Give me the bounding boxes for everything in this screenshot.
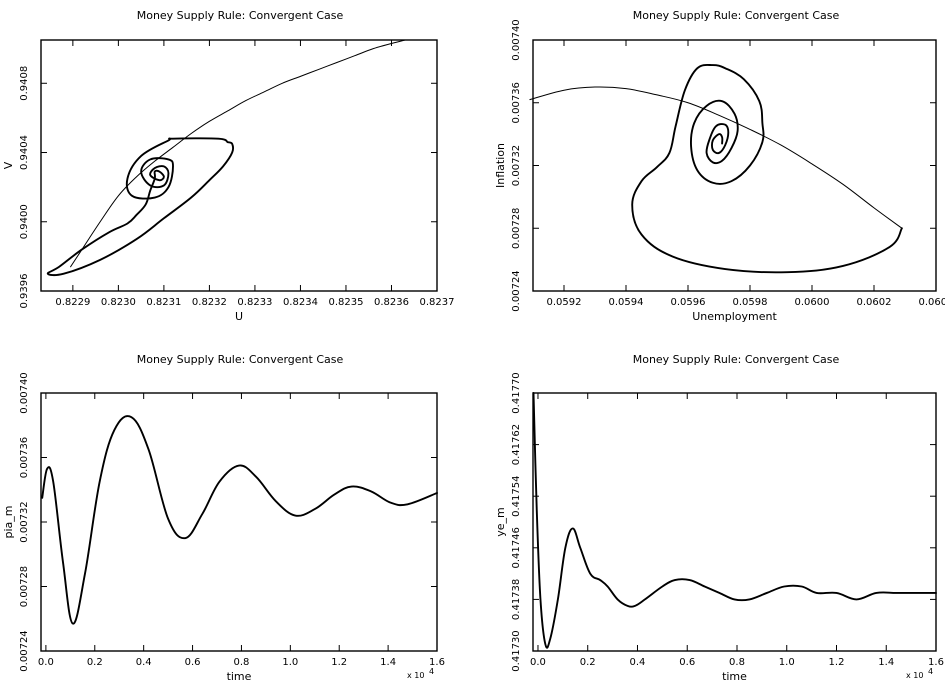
x-tick-label: 0.0594 xyxy=(609,297,644,308)
x-tick-label: 1.0 xyxy=(282,657,298,668)
x-tick-label: 1.6 xyxy=(928,657,944,668)
y-axis-label: V xyxy=(2,161,15,169)
series-line-1 xyxy=(529,86,903,229)
x-tick-label: 0.0598 xyxy=(733,297,768,308)
series-line-1 xyxy=(70,39,406,268)
chart-title: Money Supply Rule: Convergent Case xyxy=(137,9,344,22)
x-multiplier-exponent: 4 xyxy=(928,667,933,676)
chart-title: Money Supply Rule: Convergent Case xyxy=(137,353,344,366)
x-tick-label: 0.6 xyxy=(679,657,695,668)
y-tick-label: 0.00740 xyxy=(511,19,522,60)
x-tick-label: 0.2 xyxy=(87,657,103,668)
chart-title: Money Supply Rule: Convergent Case xyxy=(633,9,840,22)
x-tick-label: 0.2 xyxy=(580,657,596,668)
x-tick-label: 1.4 xyxy=(878,657,894,668)
y-tick-label: 0.41770 xyxy=(511,372,522,413)
y-tick-label: 0.41762 xyxy=(511,424,522,465)
x-tick-label: 0.8235 xyxy=(328,297,363,308)
x-axis-label: time xyxy=(227,670,252,683)
x-tick-label: 0.4 xyxy=(136,657,152,668)
x-axis-label: U xyxy=(235,310,243,323)
y-tick-label: 0.00724 xyxy=(19,630,30,671)
x-multiplier: x 10 xyxy=(407,671,424,680)
y-axis-label: pia_m xyxy=(2,506,15,539)
chart-title: Money Supply Rule: Convergent Case xyxy=(633,353,840,366)
x-tick-label: 0.0604 xyxy=(919,297,945,308)
y-tick-label: 0.00728 xyxy=(511,208,522,249)
series-line-2 xyxy=(46,137,235,277)
x-tick-label: 0.6 xyxy=(185,657,201,668)
x-tick-label: 0.0 xyxy=(530,657,546,668)
y-tick-label: 0.41746 xyxy=(511,527,522,568)
plot-frame xyxy=(40,39,438,292)
x-axis-label: time xyxy=(722,670,747,683)
x-tick-label: 1.0 xyxy=(779,657,795,668)
x-tick-label: 1.2 xyxy=(331,657,347,668)
x-tick-label: 0.0592 xyxy=(547,297,582,308)
x-tick-label: 0.8237 xyxy=(420,297,455,308)
plot-frame xyxy=(40,392,438,652)
y-axis-label: Inflation xyxy=(494,143,507,188)
x-tick-label: 0.8234 xyxy=(283,297,318,308)
y-axis-label: ye_m xyxy=(494,507,507,537)
y-tick-label: 0.9408 xyxy=(19,66,30,101)
y-tick-label: 0.9396 xyxy=(19,274,30,309)
x-tick-label: 0.8236 xyxy=(374,297,409,308)
x-tick-label: 0.0596 xyxy=(671,297,706,308)
series-line-1 xyxy=(532,392,937,649)
x-tick-label: 0.8 xyxy=(233,657,249,668)
x-tick-label: 0.4 xyxy=(630,657,646,668)
y-tick-label: 0.9404 xyxy=(19,135,30,170)
x-axis-label: Unemployment xyxy=(692,310,777,323)
x-tick-label: 1.6 xyxy=(429,657,445,668)
x-tick-label: 0.8232 xyxy=(192,297,227,308)
y-tick-label: 0.00736 xyxy=(19,437,30,478)
y-tick-label: 0.00736 xyxy=(511,82,522,123)
x-multiplier: x 10 xyxy=(906,671,923,680)
y-tick-label: 0.41730 xyxy=(511,630,522,671)
x-tick-label: 0.8 xyxy=(729,657,745,668)
chart-panel-1: Money Supply Rule: Convergent Case 0.8229… xyxy=(2,9,455,323)
y-tick-label: 0.00724 xyxy=(511,270,522,311)
y-tick-label: 0.41754 xyxy=(511,476,522,517)
series-line-1 xyxy=(41,415,438,625)
x-tick-label: 1.2 xyxy=(829,657,845,668)
chart-panel-2: Money Supply Rule: Convergent Case 0.0592… xyxy=(494,9,945,323)
x-tick-label: 0.8230 xyxy=(101,297,136,308)
chart-panel-4: Money Supply Rule: Convergent Case 0.0 0.2… xyxy=(494,353,944,683)
x-tick-label: 0.0602 xyxy=(857,297,892,308)
y-tick-label: 0.00740 xyxy=(19,372,30,413)
x-tick-label: 0.8229 xyxy=(55,297,90,308)
plot-frame xyxy=(532,392,937,652)
x-tick-label: 0.0 xyxy=(38,657,54,668)
x-tick-label: 0.8231 xyxy=(146,297,181,308)
series-line-2 xyxy=(631,63,903,274)
x-multiplier-exponent: 4 xyxy=(429,667,434,676)
y-tick-label: 0.00732 xyxy=(511,145,522,186)
y-tick-label: 0.00728 xyxy=(19,566,30,607)
x-tick-label: 0.0600 xyxy=(795,297,830,308)
x-tick-label: 0.8233 xyxy=(237,297,272,308)
y-tick-label: 0.9400 xyxy=(19,204,30,239)
x-tick-label: 1.4 xyxy=(380,657,396,668)
plot-frame xyxy=(532,39,937,292)
chart-panel-3: Money Supply Rule: Convergent Case 0.0 0.2… xyxy=(2,353,445,683)
y-tick-label: 0.00732 xyxy=(19,501,30,542)
y-tick-label: 0.41738 xyxy=(511,579,522,620)
